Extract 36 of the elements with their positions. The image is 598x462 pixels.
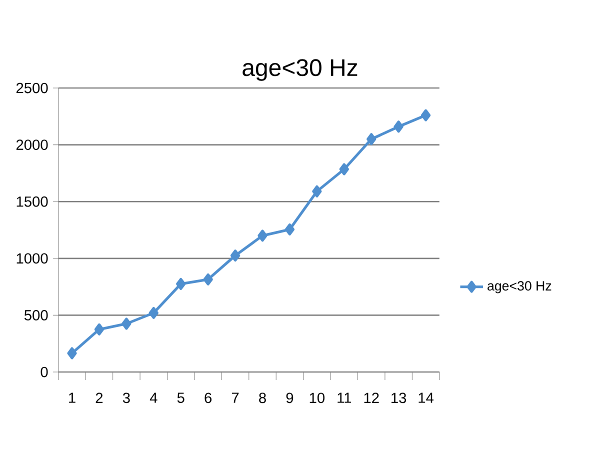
point xyxy=(230,250,240,262)
x-tick-label: 10 xyxy=(310,392,324,404)
point xyxy=(312,185,322,198)
x-tick-label: 7 xyxy=(232,392,239,403)
x-tick-label: 14 xyxy=(418,392,434,403)
point xyxy=(339,163,349,176)
point xyxy=(148,306,158,319)
point xyxy=(94,323,104,336)
point xyxy=(394,120,404,133)
y-tick-label: 2500 xyxy=(16,82,48,94)
x-tick-label: 8 xyxy=(259,392,266,404)
y-tick-label: 500 xyxy=(24,310,48,320)
point xyxy=(122,318,132,330)
x-tick-label: 9 xyxy=(286,392,294,404)
y-tick-label: 2000 xyxy=(16,140,48,150)
point xyxy=(67,347,77,360)
point xyxy=(258,230,268,242)
point xyxy=(203,273,213,286)
x-tick-label: 5 xyxy=(177,392,184,403)
x-tick-label: 13 xyxy=(392,392,406,404)
x-tick-label: 2 xyxy=(96,392,103,403)
x-tick-label: 1 xyxy=(69,392,76,403)
x-tick-label: 6 xyxy=(204,392,212,404)
x-tick-label: 4 xyxy=(150,392,158,403)
y-tick-label: 1500 xyxy=(16,196,48,207)
y-tick-label: 1000 xyxy=(16,253,48,264)
y-tick-label: 0 xyxy=(40,366,48,378)
point xyxy=(420,109,431,122)
x-tick-label: 12 xyxy=(364,392,379,403)
point xyxy=(284,223,295,236)
chart-title: age<30 Hz xyxy=(242,59,358,81)
point xyxy=(176,278,186,290)
x-tick-label: 3 xyxy=(122,392,130,404)
point xyxy=(366,133,376,146)
legend-label: age<30 Hz xyxy=(488,281,552,294)
x-tick-label: 11 xyxy=(338,392,352,403)
